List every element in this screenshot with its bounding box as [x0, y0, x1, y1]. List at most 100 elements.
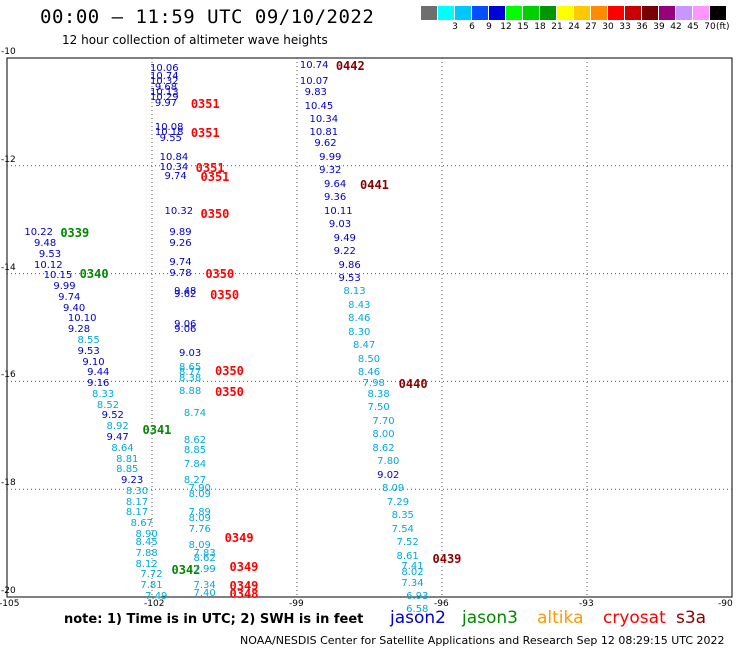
wave-height-value: 8.09 — [188, 512, 211, 524]
lat-tick-label: -20 — [1, 586, 16, 596]
wave-height-value: 7.83 — [193, 547, 216, 559]
pass-time-label: 0350 — [215, 363, 244, 378]
wave-height-value: 8.77 — [179, 367, 202, 379]
wave-height-value: 7.50 — [367, 402, 390, 414]
wave-height-value: 8.30 — [125, 485, 149, 497]
wave-height-value: 8.88 — [179, 386, 202, 398]
wave-height-value: 7.52 — [396, 537, 419, 549]
wave-height-value: 9.55 — [159, 132, 182, 144]
lon-tick-label: -99 — [289, 599, 304, 609]
wave-height-value: 7.84 — [183, 458, 207, 470]
colorbar-tick: 9 — [486, 22, 492, 32]
pass-time-label: 0440 — [398, 377, 428, 392]
lon-tick-label: -96 — [434, 599, 449, 609]
wave-height-value: 8.46 — [348, 313, 371, 325]
wave-height-value: 8.85 — [183, 445, 207, 457]
wave-height-value: 9.62 — [314, 138, 337, 150]
wave-height-value: 10.34 — [159, 162, 189, 174]
pass-time-label: 0349 — [224, 530, 254, 545]
wave-height-value: 9.86 — [338, 259, 361, 271]
pass-time-label: 0439 — [432, 552, 462, 567]
wave-height-value: 8.17 — [125, 496, 149, 508]
wave-height-value: 10.06 — [150, 62, 179, 74]
colorbar-unit: (ft) — [716, 22, 730, 32]
colorbar-tick: 18 — [534, 22, 546, 32]
lon-tick-label: -90 — [718, 599, 733, 609]
wave-height-value: 7.98 — [362, 378, 385, 390]
wave-height-value: 9.26 — [169, 237, 192, 249]
pass-time-label: 0349 — [229, 579, 259, 594]
wave-height-value: 8.13 — [343, 286, 366, 298]
wave-height-value: 10.74 — [299, 60, 329, 72]
lat-tick-label: -12 — [1, 154, 16, 165]
colorbar-swatch — [693, 6, 709, 20]
wave-height-value: 8.81 — [116, 453, 139, 465]
colorbar-tick: 27 — [585, 22, 597, 32]
colorbar-swatch — [523, 6, 539, 20]
wave-height-value: 7.90 — [188, 483, 211, 495]
colorbar-tick: 3 — [452, 22, 458, 32]
mission-name: jason2 — [390, 608, 446, 628]
colorbar-swatch — [557, 6, 573, 20]
wave-height-value: 7.99 — [193, 564, 216, 576]
colorbar-tick: 12 — [500, 22, 512, 32]
wave-height-value: 10.32 — [150, 76, 179, 88]
wave-height-value: 10.29 — [150, 92, 179, 104]
wave-height-value: 7.80 — [377, 456, 400, 468]
colorbar-tick: 24 — [568, 22, 580, 32]
wave-height-value: 9.10 — [82, 356, 105, 368]
wave-height-value: 10.18 — [154, 127, 184, 139]
lon-tick-label: -102 — [144, 599, 165, 609]
colorbar-swatch — [591, 6, 607, 20]
wave-height-value: 7.54 — [391, 523, 414, 535]
pass-time-label: 0442 — [335, 59, 365, 74]
wave-height-value: 8.45 — [135, 537, 158, 549]
wave-height-value: 9.48 — [174, 286, 197, 298]
wave-height-value: 8.85 — [116, 464, 139, 476]
colorbar-tick: 45 — [687, 22, 699, 32]
wave-height-value: 8.12 — [135, 558, 158, 570]
wave-height-value: 10.81 — [309, 127, 339, 139]
wave-height-value: 9.49 — [333, 232, 356, 244]
wave-height-value: 7.89 — [188, 507, 211, 519]
wave-height-value: 9.36 — [324, 192, 347, 204]
wave-height-value: 6.93 — [406, 591, 429, 602]
wave-height-value: 7.34 — [401, 577, 424, 589]
wave-height-value: 8.74 — [183, 407, 207, 419]
lat-tick-label: -10 — [1, 47, 16, 57]
wave-height-value: 8.17 — [125, 507, 149, 519]
wave-height-value: 8.27 — [183, 475, 207, 487]
pass-time-label: 0351 — [190, 126, 220, 141]
colorbar-swatch — [659, 6, 675, 20]
wave-height-value: 6.58 — [406, 604, 429, 616]
wave-height-value: 9.32 — [319, 165, 342, 177]
wave-height-value: 8.33 — [92, 388, 115, 400]
wave-height-value: 8.47 — [353, 340, 376, 352]
wave-height-value: 9.16 — [87, 378, 110, 390]
wave-height-value: 9.53 — [38, 248, 62, 260]
colorbar-swatch — [489, 6, 505, 20]
pass-time-label: 0350 — [210, 288, 240, 303]
colorbar-swatch — [540, 6, 556, 20]
wave-height-value: 9.62 — [174, 289, 197, 301]
wave-height-value: 8.62 — [193, 553, 216, 565]
colorbar-tick: 42 — [670, 22, 682, 32]
wave-height-value: 8.00 — [372, 429, 395, 441]
wave-height-value: 7.72 — [140, 569, 163, 581]
colorbar-swatch — [506, 6, 522, 20]
wave-height-value: 9.23 — [121, 475, 144, 487]
wave-height-value: 10.74 — [150, 70, 179, 82]
colorbar-tick: 6 — [469, 22, 475, 32]
wave-height-value: 9.52 — [101, 410, 124, 422]
colorbar-swatch — [455, 6, 471, 20]
wave-height-value: 9.44 — [87, 367, 110, 379]
colorbar-tick: 70 — [704, 22, 716, 32]
map-title: 00:00 — 11:59 UTC 09/10/2022 — [40, 6, 375, 28]
pass-time-label: 0350 — [215, 385, 244, 400]
wave-height-value: 9.99 — [319, 151, 342, 163]
wave-height-value: 9.40 — [63, 302, 86, 314]
pass-time-label: 0340 — [79, 266, 109, 281]
colorbar-tick: 15 — [517, 22, 529, 32]
colorbar-swatch — [574, 6, 590, 20]
pass-time-label: 0341 — [142, 422, 172, 437]
